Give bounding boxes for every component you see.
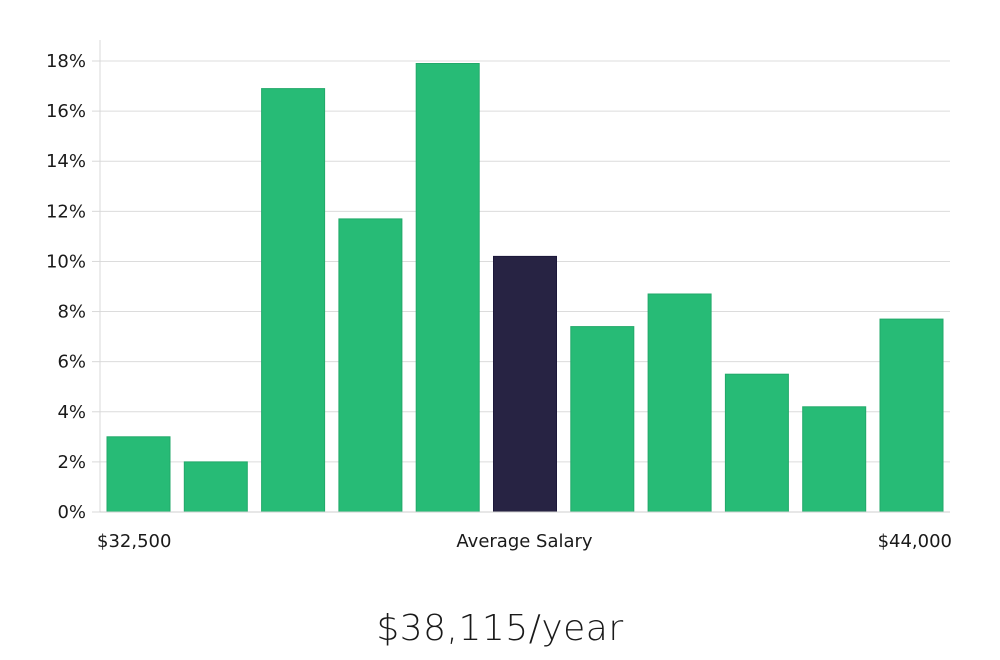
y-tick-label: 2% xyxy=(57,452,86,473)
y-tick-label: 4% xyxy=(57,402,86,423)
bar xyxy=(879,318,944,513)
x-min-label: $32,500 xyxy=(97,531,171,552)
chart-svg: 0% 2% 4% 6% 8% 10% 12% 14% 16% 18% $32,500 Averag… xyxy=(46,40,952,552)
bar xyxy=(415,63,480,513)
y-tick-label: 10% xyxy=(46,251,86,272)
axis-layer: 0% 2% 4% 6% 8% 10% 12% 14% 16% 18% xyxy=(46,40,950,523)
bar xyxy=(261,88,326,513)
bar xyxy=(106,436,171,513)
x-axis-title: Average Salary xyxy=(456,531,593,552)
label-layer: $32,500 Average Salary $44,000 xyxy=(97,531,952,552)
bar-highlight xyxy=(493,255,557,513)
y-tick-label: 16% xyxy=(46,101,86,122)
average-salary-value: $38,115/year xyxy=(376,608,624,649)
bar xyxy=(338,218,403,513)
bar xyxy=(802,406,867,513)
y-tick-label: 12% xyxy=(46,201,86,222)
bar xyxy=(724,373,789,513)
y-tick-label: 6% xyxy=(57,352,86,373)
salary-histogram-chart: 0% 2% 4% 6% 8% 10% 12% 14% 16% 18% $32,500 Averag… xyxy=(46,40,952,552)
bar-layer xyxy=(106,63,944,513)
y-tick-label: 14% xyxy=(46,151,86,172)
bar xyxy=(647,293,712,513)
y-tick-label: 8% xyxy=(57,302,86,323)
y-tick-label: 18% xyxy=(46,51,86,72)
bar xyxy=(570,326,635,513)
bar xyxy=(183,461,248,513)
y-tick-label: 0% xyxy=(57,502,86,523)
x-max-label: $44,000 xyxy=(878,531,952,552)
